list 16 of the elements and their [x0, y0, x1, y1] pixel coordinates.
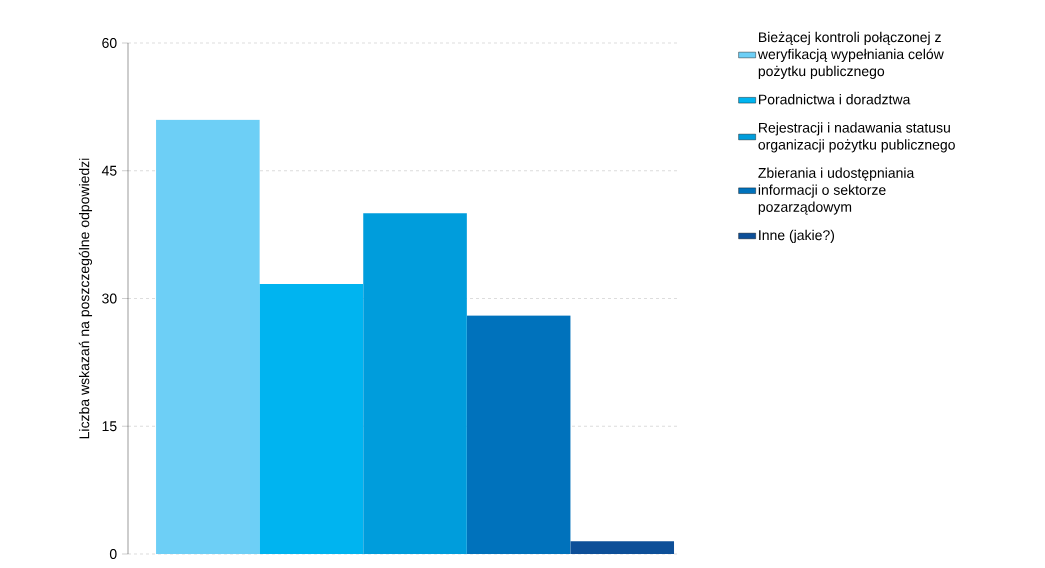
bar — [156, 119, 260, 554]
y-tick-label: 45 — [101, 165, 117, 176]
bar — [570, 541, 675, 554]
bar — [363, 213, 467, 554]
y-tick-label: 30 — [102, 293, 117, 304]
legend-label: Inne (jakie?) — [759, 229, 835, 243]
legend-label: Rejestracji i nadawania statusu organizacji pożytku publicznego — [758, 122, 955, 153]
legend-label: Bieżącej kontroli połączonej z weryfikacją wypełniania celów pożytku publicznego — [757, 31, 944, 79]
bar — [259, 284, 364, 554]
legend-label: Zbierania i udostępniania informacji o sektorze pozarządowym — [758, 167, 915, 215]
y-tick-label: 60 — [102, 38, 117, 48]
legend-label: Poradnictwa i doradztwa — [759, 94, 911, 105]
y-tick-label: 0 — [109, 549, 117, 559]
y-axis-title: Liczba wskazań na poszczególne odpowiedzi — [78, 158, 93, 439]
bar — [466, 315, 571, 554]
y-tick-label: 15 — [102, 421, 117, 432]
